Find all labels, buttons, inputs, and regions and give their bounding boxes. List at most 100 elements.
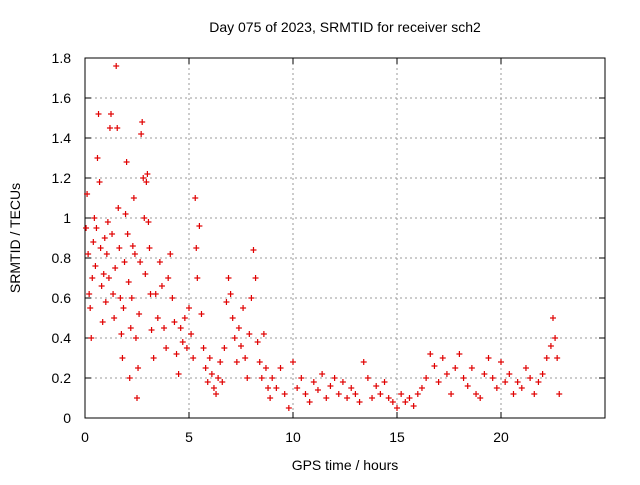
data-point [277,365,284,371]
data-point [94,155,101,161]
data-point [167,251,174,257]
data-point [510,391,517,397]
data-point [290,359,296,365]
data-point [148,327,155,333]
data-point [223,299,230,305]
data-point [556,391,563,397]
data-point [364,375,371,381]
data-point [258,375,265,381]
x-tick-label: 15 [389,429,405,445]
data-point [547,343,554,349]
data-point [89,275,96,281]
data-point [477,395,484,401]
y-tick-label: 0.4 [52,330,72,346]
data-point [145,219,152,225]
data-point [126,375,133,381]
data-point [163,345,170,351]
data-point [550,315,556,321]
data-point [518,385,525,391]
data-point [464,383,471,389]
data-point [314,387,321,393]
data-point [225,275,232,281]
data-point [235,325,242,331]
data-point [335,391,342,397]
data-point [99,319,106,325]
data-point [310,379,317,385]
x-tick-label: 5 [185,429,193,445]
data-point [431,363,438,369]
data-point [150,355,157,361]
y-tick-label: 1.2 [52,170,72,186]
data-point [136,311,143,317]
data-point [171,319,178,325]
data-point [217,359,224,365]
y-tick-label: 0.8 [52,250,72,266]
data-point [200,345,207,351]
data-point [116,245,123,251]
data-point [348,385,355,391]
x-axis-ticks: 0 5 10 15 20 [81,58,509,445]
data-point [246,331,253,337]
data-point [88,335,95,341]
data-point [108,111,114,117]
data-point [215,375,222,381]
data-point [539,371,546,377]
data-point [331,375,338,381]
data-point [219,379,226,385]
data-point [439,355,446,361]
data-point [119,355,126,361]
data-point [502,379,509,385]
data-point [202,365,209,371]
chart-title: Day 075 of 2023, SRMTID for receiver sch… [209,19,481,35]
data-point [186,305,192,311]
data-point [177,325,184,331]
data-point [115,205,122,211]
y-tick-label: 0.6 [52,290,72,306]
data-point [192,195,199,201]
data-point [452,365,459,371]
data-point [402,399,409,405]
data-point [319,371,326,377]
data-point [183,345,190,351]
data-point [95,111,102,117]
data-point [254,339,261,345]
data-point [344,395,351,401]
data-point [244,375,251,381]
data-point [506,371,513,377]
data-point [84,191,91,197]
data-point [101,235,108,241]
data-point [531,391,538,397]
data-point [456,351,463,357]
data-point [418,385,425,391]
data-point [377,391,384,397]
data-point [238,343,244,349]
x-tick-label: 10 [285,429,301,445]
data-point [109,231,116,237]
data-point [410,403,417,409]
data-point [175,371,182,377]
data-point [102,299,109,305]
data-point [498,359,504,365]
data-point [158,283,165,289]
data-point [221,345,228,351]
data-point [489,375,496,381]
y-tick-label: 1.8 [52,50,72,66]
data-point [161,325,168,331]
data-point [306,399,313,405]
data-point [190,355,197,361]
data-point [122,211,129,217]
data-point [100,271,107,277]
plot-frame [84,57,606,419]
y-tick-label: 1 [63,210,71,226]
data-point [423,375,430,381]
data-point [118,331,125,337]
data-point [242,355,249,361]
data-point [117,295,124,301]
data-point [327,383,334,389]
data-point [260,331,267,337]
data-point [514,379,521,385]
x-axis-label: GPS time / hours [292,457,399,473]
y-tick-label: 0.2 [52,370,72,386]
data-point [112,265,119,271]
data-point [131,251,138,257]
